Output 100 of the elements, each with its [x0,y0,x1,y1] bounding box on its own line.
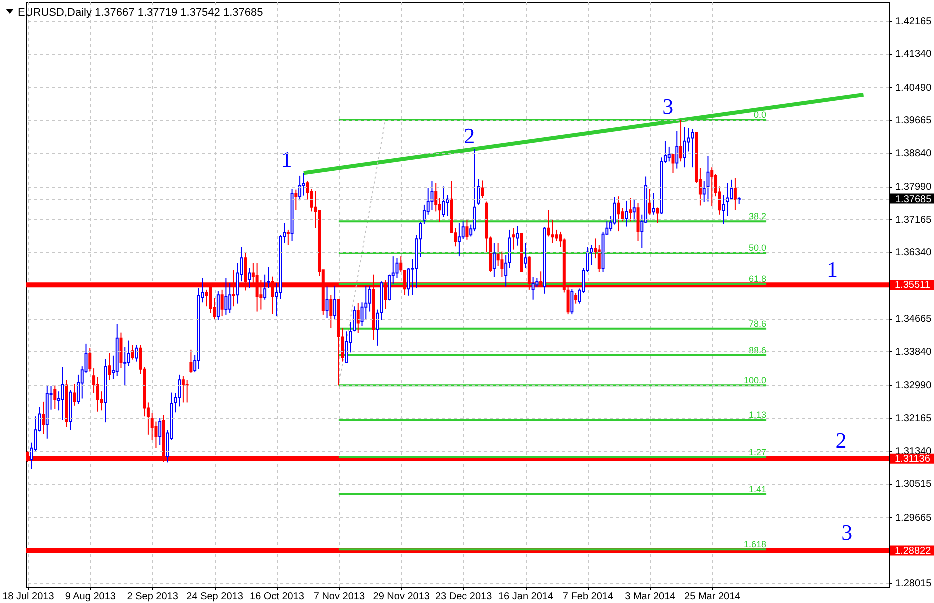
candlestick [400,256,403,273]
candlestick [54,385,57,410]
x-tick-label: 18 Jul 2013 [2,592,55,602]
candlestick [648,188,652,216]
candlestick [356,302,360,334]
candlestick [264,274,267,300]
y-tick-label: 1.33840 [896,346,932,358]
candlestick [330,294,333,329]
x-tick-label: 2 Sep 2013 [127,592,179,602]
x-tick-label: 16 Jan 2014 [498,592,554,602]
candlestick [220,289,224,318]
ref-line-label: 1.35511 [895,280,931,292]
x-tick-label: 29 Nov 2013 [373,592,430,602]
candlestick [668,146,671,162]
series-label: 100.0 [744,376,767,386]
annotation: 1 [827,257,838,282]
y-tick-label: 1.32165 [896,414,932,425]
candlestick [334,285,337,320]
series-label: 61.8 [749,274,767,284]
candlestick [462,221,465,240]
candlestick [96,376,100,412]
y-tick-label: 1.39665 [896,116,932,127]
candlestick [248,268,252,289]
candlestick [228,282,232,314]
candlestick [267,266,270,289]
candlestick [683,127,686,168]
candlestick [656,207,660,224]
candlestick [190,349,193,374]
candlestick [368,285,372,312]
candlestick [326,286,329,320]
y-tick-label: 1.37990 [896,182,932,194]
candlestick [298,175,302,202]
candlestick [691,128,694,168]
y-tick-label: 1.30515 [896,479,932,490]
candlestick [504,254,508,288]
candlestick [710,167,714,208]
candlestick [442,186,446,218]
x-tick-label: 9 Aug 2013 [65,592,116,602]
series-label: 50.0 [749,243,767,253]
candlestick [422,204,426,225]
candlestick [158,418,162,446]
candlestick [473,148,476,232]
series-label: 1.27 [749,448,767,458]
candlestick [481,180,484,199]
candlestick [224,278,228,316]
candlestick [446,194,450,217]
candlestick [706,156,710,202]
candlestick [430,181,434,212]
candlestick [135,344,138,362]
candlestick [734,178,737,211]
annotation: 2 [464,123,476,148]
y-tick-label: 1.42165 [896,16,932,28]
candlestick [492,242,496,278]
candlestick [108,352,112,381]
candlestick [512,228,516,250]
candlestick [532,276,535,300]
candlestick [131,344,134,360]
candlestick [182,376,185,404]
y-tick-label: 1.37165 [896,214,932,226]
candlestick [88,348,92,372]
x-tick-label: 7 Feb 2014 [562,592,614,602]
candlestick [294,189,298,211]
y-tick-label: 1.38840 [896,148,932,160]
candlestick [730,179,734,200]
y-tick-label: 1.36340 [896,248,932,259]
series-label: 78.6 [749,318,767,329]
y-tick-label: 1.37685 [896,194,932,206]
candlestick [628,198,632,222]
candlestick [73,384,76,406]
x-tick-label: 23 Dec 2013 [435,592,493,602]
y-tick-label: 1.40490 [896,82,932,94]
candlestick [388,274,391,302]
candlestick [570,289,574,316]
candlestick [632,198,636,222]
ref-line-label: 1.28822 [895,546,932,557]
candlestick [574,293,578,304]
candlestick [407,268,410,296]
candlestick [652,192,656,216]
x-tick-label: 16 Oct 2013 [250,592,305,602]
candlestick [524,242,528,269]
candlestick [676,130,679,170]
candlestick [625,200,628,228]
candlestick [124,347,127,387]
y-tick-label: 1.32990 [896,380,932,392]
candlestick [598,244,601,273]
candlestick [434,182,438,212]
annotation: 2 [836,428,847,453]
candlestick [466,220,469,240]
candlestick [672,154,675,174]
x-tick-label: 7 Nov 2013 [314,592,366,602]
annotation: 1 [281,147,292,172]
annotation: 3 [842,520,853,545]
candlestick [613,196,616,226]
y-tick-label: 1.28015 [896,578,932,590]
y-tick-label: 1.34665 [896,314,932,326]
series-label: 1.41 [749,484,767,494]
candlestick [555,229,558,242]
x-tick-label: 3 Mar 2014 [625,592,676,602]
candlestick [345,331,348,364]
candlestick [205,289,208,308]
